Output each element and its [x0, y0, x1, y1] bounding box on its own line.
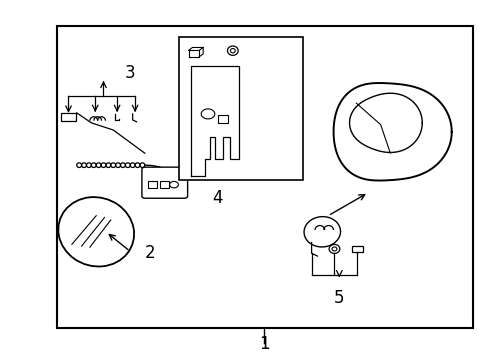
- Ellipse shape: [58, 197, 134, 266]
- Bar: [57, 26, 472, 328]
- Bar: [61, 113, 76, 121]
- Text: 4: 4: [212, 189, 223, 207]
- Bar: [351, 246, 362, 252]
- Ellipse shape: [304, 217, 340, 247]
- Text: 5: 5: [333, 289, 344, 307]
- Bar: [179, 37, 302, 180]
- Text: 2: 2: [144, 244, 155, 262]
- Bar: [148, 181, 157, 188]
- FancyBboxPatch shape: [142, 167, 187, 198]
- Bar: [217, 115, 228, 123]
- Text: 3: 3: [124, 64, 135, 82]
- Bar: [160, 181, 168, 188]
- Text: 1: 1: [258, 335, 269, 353]
